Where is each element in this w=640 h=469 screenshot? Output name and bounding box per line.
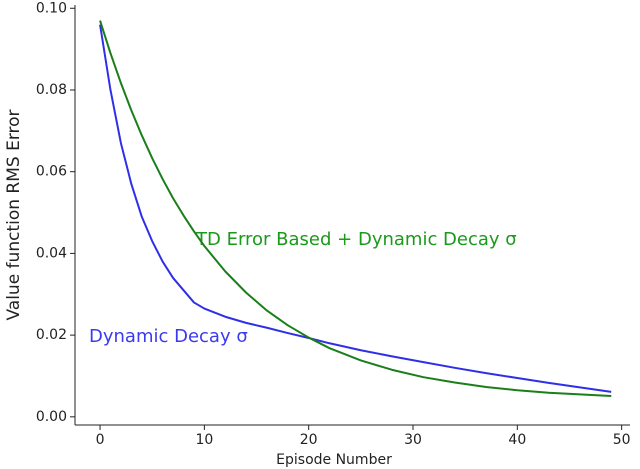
annotation: TD Error Based + Dynamic Decay σ [195,229,517,250]
x-tick-label: 40 [508,432,526,448]
annotation: Dynamic Decay σ [89,326,248,347]
y-tick-label: 0.00 [36,409,67,425]
x-tick-label: 30 [404,432,422,448]
y-tick-label: 0.04 [36,245,67,261]
x-tick-label: 20 [300,432,318,448]
x-tick-label: 50 [613,432,631,448]
y-axis-label: Value function RMS Error [4,109,24,320]
series-line [99,24,612,393]
series-line [99,20,612,397]
x-tick-label: 10 [195,432,213,448]
y-tick-label: 0.08 [36,82,67,98]
x-tick-label: 0 [96,432,105,448]
y-tick-label: 0.10 [36,0,67,16]
x-axis-label: Episode Number [276,452,392,468]
y-tick-label: 0.02 [36,327,67,343]
y-tick-label: 0.06 [36,164,67,180]
